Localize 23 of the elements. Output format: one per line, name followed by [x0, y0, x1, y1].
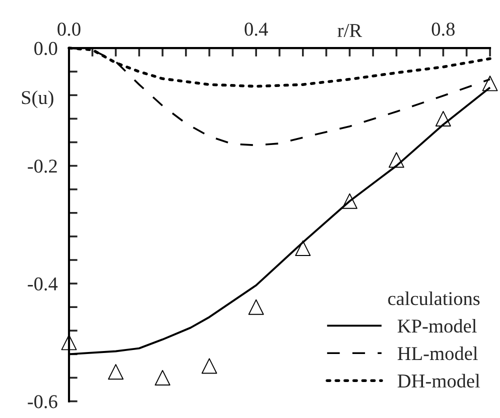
point [435, 110, 451, 126]
y-tick-label: 0.0 [34, 42, 58, 56]
x-tick-label: 0.4 [244, 22, 268, 36]
point [248, 299, 264, 315]
x-tick-label: 0.0 [58, 22, 80, 36]
point [342, 193, 358, 209]
legend-label: HL-model [398, 346, 478, 360]
point [295, 240, 311, 256]
legend-label: DH-model [398, 374, 480, 388]
legend-label: KP-model [398, 318, 477, 333]
y-axis-title: S(u) [22, 90, 54, 108]
point [202, 358, 218, 374]
point [61, 334, 77, 350]
point [482, 76, 498, 92]
x-axis-title: r/R [338, 24, 362, 38]
point [388, 152, 404, 168]
y-tick-label: -0.4 [28, 277, 58, 291]
y-tick-label: -0.6 [28, 395, 58, 408]
legend-title: calculations [388, 292, 480, 306]
point [154, 370, 170, 386]
y-tick-label: -0.2 [28, 160, 57, 173]
point [108, 364, 124, 380]
x-tick-label: 0.8 [432, 22, 455, 36]
